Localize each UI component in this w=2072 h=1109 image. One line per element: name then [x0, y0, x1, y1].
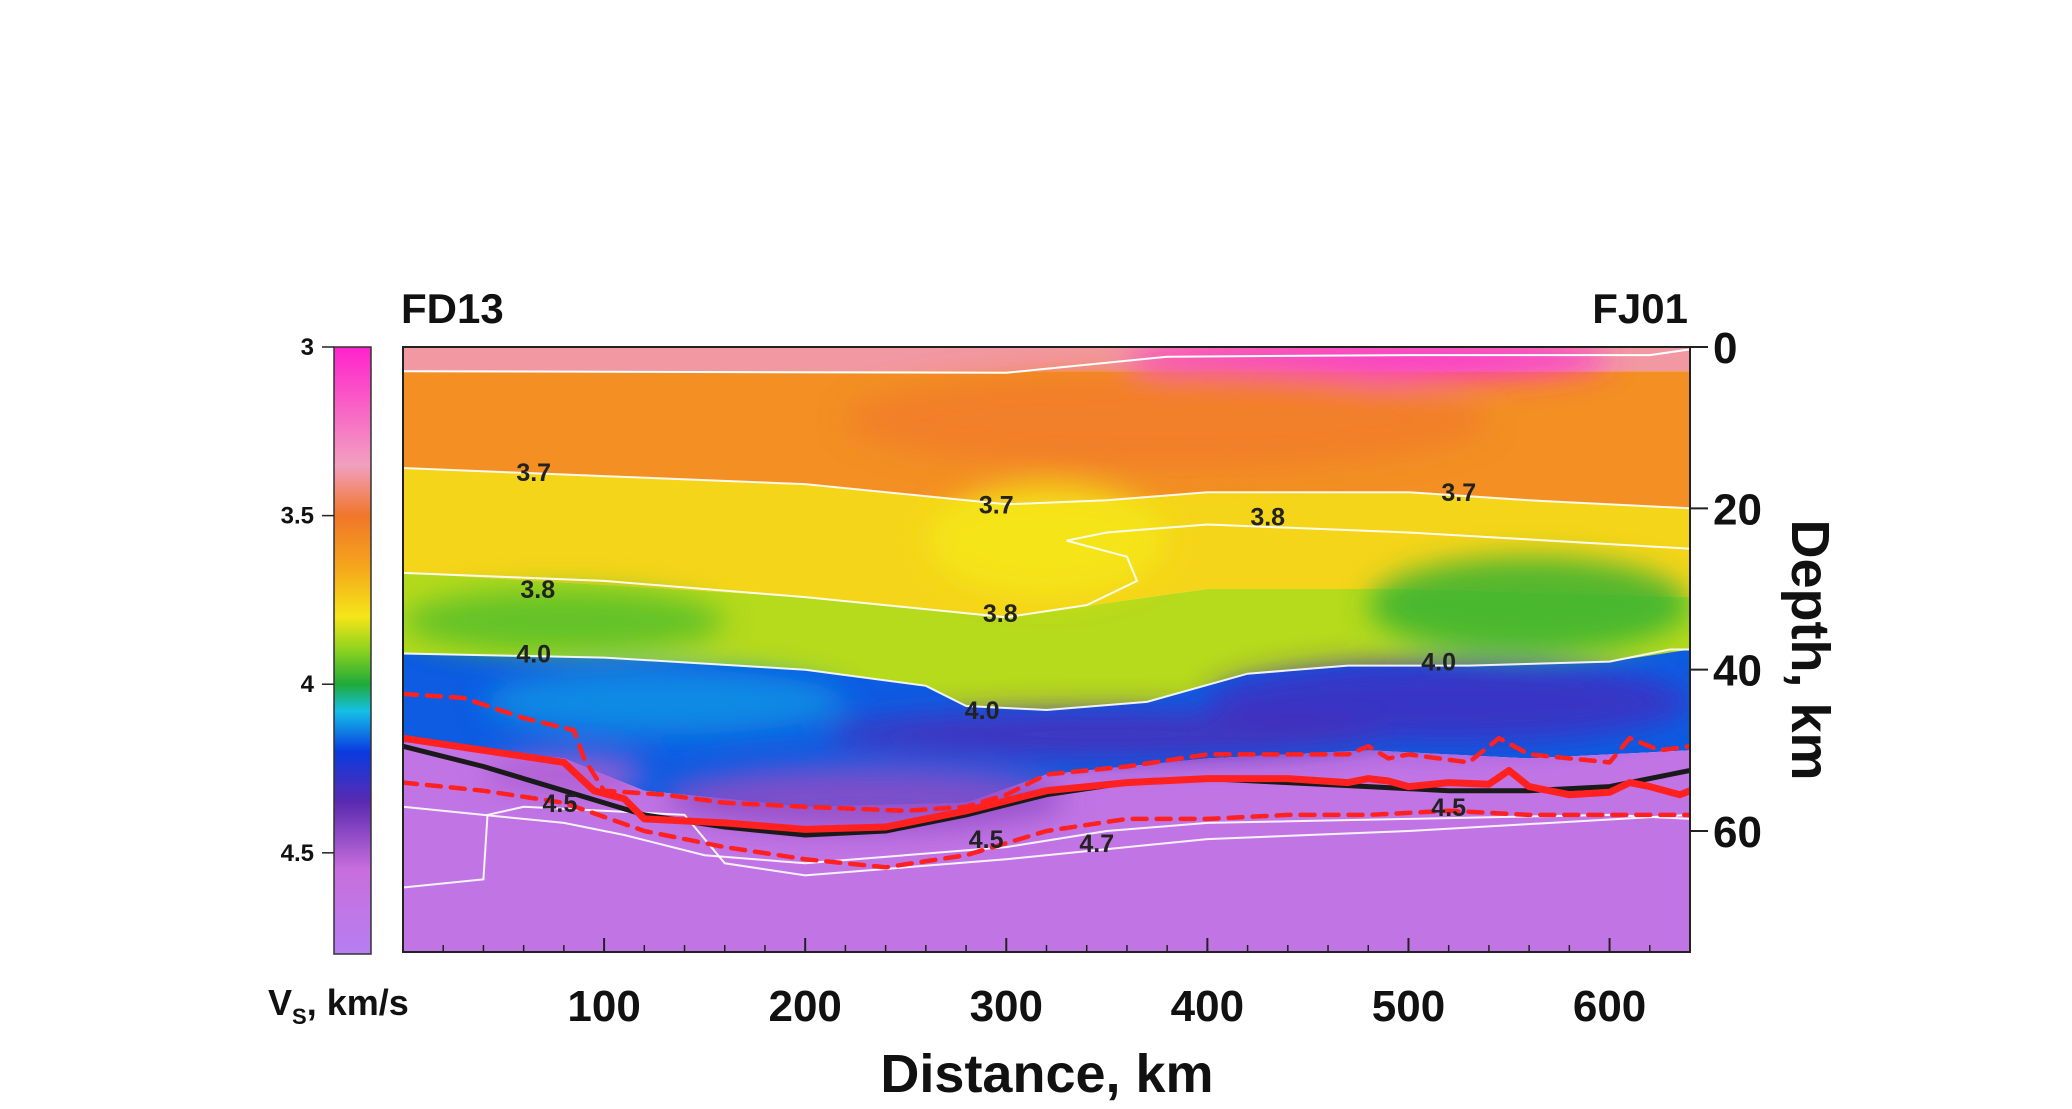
colorbar-ticks: 3 3.5 4 4.5 — [281, 334, 334, 867]
field-patch-4 — [403, 589, 725, 654]
field-patch-8 — [825, 710, 1389, 759]
colorbar-label-sub: S — [292, 1004, 307, 1029]
contour-line-4-5 — [403, 805, 1690, 865]
station-right-label: FJ01 — [1592, 285, 1688, 332]
station-left-label: FD13 — [401, 285, 504, 332]
y-tick-label: 0 — [1713, 324, 1737, 373]
contour-line-3-8 — [403, 523, 1690, 619]
moho-red-lower-line — [403, 780, 1690, 870]
layer-lower-crust-top — [403, 572, 1690, 710]
contour-label: 4.5 — [1431, 794, 1466, 822]
contour-line-4-7 — [403, 805, 1690, 889]
colorbar-tick-label: 3 — [301, 334, 314, 361]
contour-line-4-0 — [403, 648, 1690, 712]
field-smoothing — [403, 347, 1690, 831]
contour-label: 3.7 — [1441, 479, 1476, 507]
colorbar-label: VS, km/s — [268, 982, 409, 1029]
velocity-field — [403, 347, 1690, 952]
x-tick-label: 600 — [1573, 982, 1646, 1031]
colorbar-label-main: V — [268, 982, 292, 1023]
colorbar-tick-label: 4 — [301, 671, 315, 698]
contour-label: 3.8 — [1250, 503, 1285, 531]
moho-black-line — [403, 743, 1690, 838]
field-patch-6 — [483, 669, 846, 735]
x-tick-label: 200 — [768, 982, 841, 1031]
field-patch-3 — [1368, 556, 1690, 654]
contour-label: 3.7 — [516, 459, 551, 487]
y-axis-title: Depth, km — [1780, 519, 1840, 780]
contour-label: 3.8 — [520, 576, 555, 604]
contour-label: 3.7 — [979, 491, 1014, 519]
moho-red-upper-line — [403, 691, 1690, 814]
field-patch-10 — [483, 754, 645, 795]
contour-label: 4.5 — [969, 826, 1004, 854]
y-tick-label: 60 — [1713, 808, 1762, 857]
contour-label: 3.8 — [983, 600, 1018, 628]
y-tick-label: 20 — [1713, 485, 1762, 534]
colorbar-tick-label: 3.5 — [281, 503, 314, 530]
contour-label: 4.0 — [965, 697, 1000, 725]
x-axis-ticks: 100 200 300 400 500 600 — [442, 938, 1651, 1031]
contour-label: 4.7 — [1079, 830, 1114, 858]
x-tick-label: 100 — [567, 982, 640, 1031]
contour-label: 4.0 — [516, 641, 551, 669]
moho-red-line — [403, 734, 1690, 833]
contour-line-surface — [403, 348, 1690, 374]
contour-line-3-7 — [403, 467, 1690, 510]
x-tick-label: 500 — [1372, 982, 1445, 1031]
y-axis-ticks: 0 20 40 60 — [1690, 324, 1762, 857]
field-patch-2 — [845, 371, 1489, 468]
x-tick-label: 300 — [970, 982, 1043, 1031]
moho-lines — [403, 691, 1690, 870]
y-tick-label: 40 — [1713, 647, 1762, 696]
colorbar — [333, 346, 372, 955]
contour-label: 4.5 — [542, 790, 577, 818]
layer-mantle — [403, 742, 1690, 952]
contour-labels: 3.7 3.7 3.8 3.7 3.8 3.8 4.0 4.0 4.0 4.5 4.5 4.7 4.5 — [516, 459, 1476, 858]
x-tick-label: 400 — [1171, 982, 1244, 1031]
x-axis-title: Distance, km — [880, 1044, 1213, 1104]
colorbar-label-unit: , km/s — [307, 982, 409, 1023]
colorbar-tick-label: 4.5 — [281, 840, 314, 867]
contour-lines — [403, 348, 1690, 889]
field-patch-5 — [925, 484, 1168, 598]
contour-label: 4.0 — [1421, 649, 1456, 677]
